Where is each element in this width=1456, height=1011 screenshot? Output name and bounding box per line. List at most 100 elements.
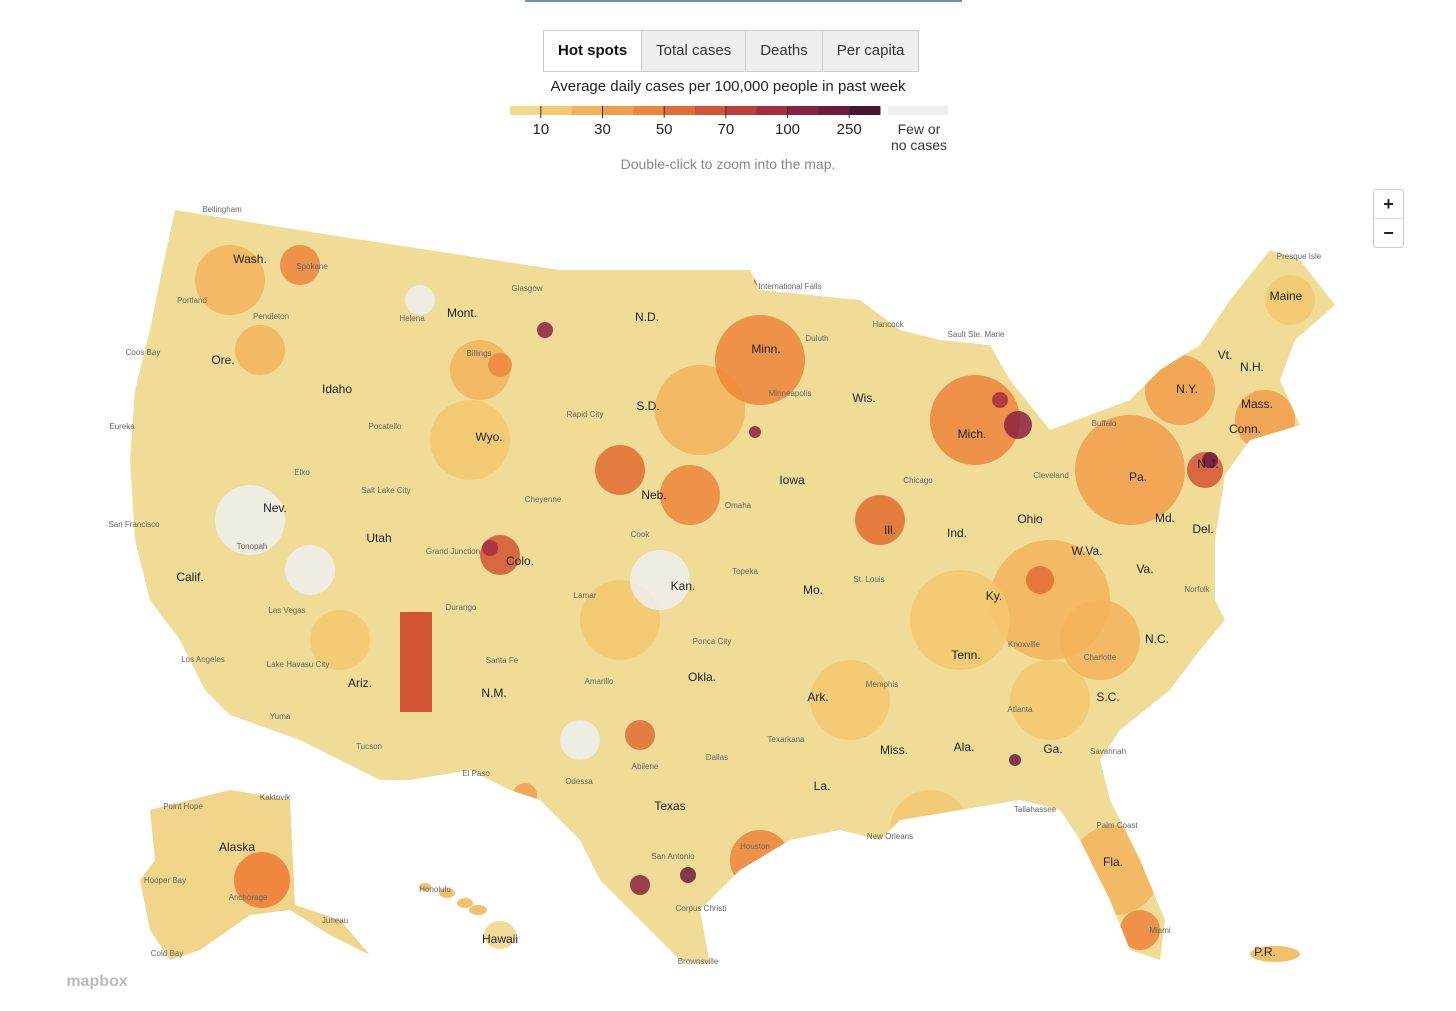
city-label: Dallas: [706, 753, 728, 762]
legend-swatch: [787, 106, 819, 115]
map-labels: Wash. Ore. Calif. Nev. Idaho Mont. Wyo. Utah Col…: [108, 205, 1321, 966]
state-label: Ind.: [947, 526, 967, 540]
county-fill: [430, 400, 510, 480]
city-label: Juneau: [322, 916, 348, 925]
tab[interactable]: Total cases: [641, 31, 746, 71]
city-label: Cleveland: [1033, 471, 1069, 480]
state-label: Ore.: [211, 353, 234, 367]
city-label: Honolulu: [419, 885, 451, 894]
city-label: Billings: [466, 349, 491, 358]
us-map: [130, 210, 1335, 965]
city-label: Cold Bay: [151, 949, 183, 958]
state-label: Va.: [1136, 562, 1153, 576]
city-label: Tonopah: [237, 542, 268, 551]
state-label: S.C.: [1096, 690, 1119, 704]
tab[interactable]: Deaths: [745, 31, 822, 71]
county-fill: [1145, 355, 1215, 425]
city-label: San Francisco: [108, 520, 160, 529]
county-fill: [1010, 660, 1090, 740]
county-fill: [1120, 910, 1160, 950]
city-label: Pocatello: [369, 422, 402, 431]
state-label: N.C.: [1145, 632, 1169, 646]
city-label: San Antonio: [651, 852, 695, 861]
state-label: Hawaii: [482, 932, 518, 946]
state-label: N.D.: [635, 310, 659, 324]
city-label: Spokane: [296, 262, 328, 271]
state-label: Mich.: [958, 427, 987, 441]
city-label: Brownsville: [678, 957, 719, 966]
tab[interactable]: Per capita: [821, 31, 919, 71]
alaska-fill: [234, 852, 290, 908]
county-fill: [715, 315, 805, 405]
state-label: P.R.: [1254, 945, 1276, 959]
city-label: Pendleton: [253, 312, 289, 321]
county-fill: [680, 867, 696, 883]
state-label: S.D.: [636, 399, 659, 413]
county-fill: [625, 720, 655, 750]
state-label: Md.: [1155, 511, 1175, 525]
county-fill: [1009, 754, 1021, 766]
legend-swatch: [725, 106, 758, 115]
city-label: Miami: [1149, 926, 1171, 935]
state-label: Iowa: [779, 473, 805, 487]
state-label: Ky.: [986, 589, 1002, 603]
state-label: Texas: [654, 799, 685, 813]
legend: 10 30 50 70 100 250: [510, 106, 948, 138]
legend-tick-label: 250: [837, 121, 862, 138]
state-label: Del.: [1192, 522, 1213, 536]
legend-tick-label: 50: [656, 121, 673, 138]
county-fill: [488, 353, 512, 377]
state-label: W.Va.: [1071, 544, 1102, 558]
legend-tick-label: 70: [717, 121, 734, 138]
county-fill: [630, 875, 650, 895]
zoom-out[interactable]: −: [1374, 218, 1403, 247]
city-label: Texarkana: [768, 735, 805, 744]
city-label: Presque Isle: [1277, 252, 1322, 261]
state-label: Kan.: [671, 579, 696, 593]
city-label: Odessa: [565, 777, 593, 786]
city-label: Cheyenne: [525, 495, 562, 504]
city-label: Rapid City: [567, 410, 604, 419]
city-label: Tucson: [356, 742, 382, 751]
state-label: Wash.: [233, 252, 267, 266]
state-label: N.J.: [1197, 457, 1218, 471]
legend-swatch: [664, 106, 696, 115]
city-label: Atlanta: [1008, 705, 1033, 714]
state-label: Nev.: [263, 501, 287, 515]
county-fill: [855, 495, 905, 545]
city-label: Las Vegas: [268, 606, 305, 615]
state-label: Calif.: [176, 570, 203, 584]
state-label: Ariz.: [348, 676, 372, 690]
hint: Double-click to zoom into the map.: [620, 156, 836, 172]
state-label: Maine: [1270, 289, 1303, 303]
no-data-swatch: [888, 106, 948, 115]
city-label: Corpus Christi: [676, 904, 727, 913]
city-label: Lake Havasu City: [267, 660, 330, 669]
county-fill: [595, 445, 645, 495]
state-label: Pa.: [1129, 470, 1147, 484]
county-fill: [310, 610, 370, 670]
county-fill: [1060, 600, 1140, 680]
city-label: Abilene: [632, 762, 659, 771]
county-fill: [560, 720, 600, 760]
city-label: Eureka: [109, 422, 135, 431]
state-label: Idaho: [322, 382, 352, 396]
city-label: Hancock: [872, 320, 904, 329]
city-label: Grand Junction: [426, 547, 480, 556]
city-label: Glasgow: [511, 284, 542, 293]
state-label: Ala.: [954, 740, 975, 754]
state-label: Mont.: [447, 306, 477, 320]
county-fill: [1265, 275, 1315, 325]
legend-tick-label: 30: [594, 121, 611, 138]
state-label: Miss.: [880, 743, 908, 757]
attribution: mapbox: [66, 973, 127, 990]
legend-swatch: [849, 106, 881, 115]
legend-swatch: [756, 106, 788, 115]
legend-swatch: [695, 106, 727, 115]
city-label: Lamar: [574, 591, 597, 600]
tab[interactable]: Hot spots: [544, 31, 642, 71]
legend-swatch: [510, 106, 542, 115]
zoom-in[interactable]: +: [1383, 194, 1394, 214]
pr-map: [1250, 946, 1300, 962]
